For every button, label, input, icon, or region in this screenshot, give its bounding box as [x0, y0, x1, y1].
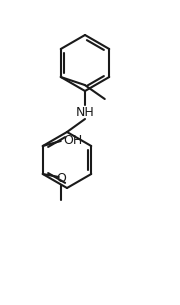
Text: OH: OH — [63, 134, 82, 146]
Text: O: O — [56, 171, 66, 185]
Text: NH: NH — [76, 106, 94, 119]
